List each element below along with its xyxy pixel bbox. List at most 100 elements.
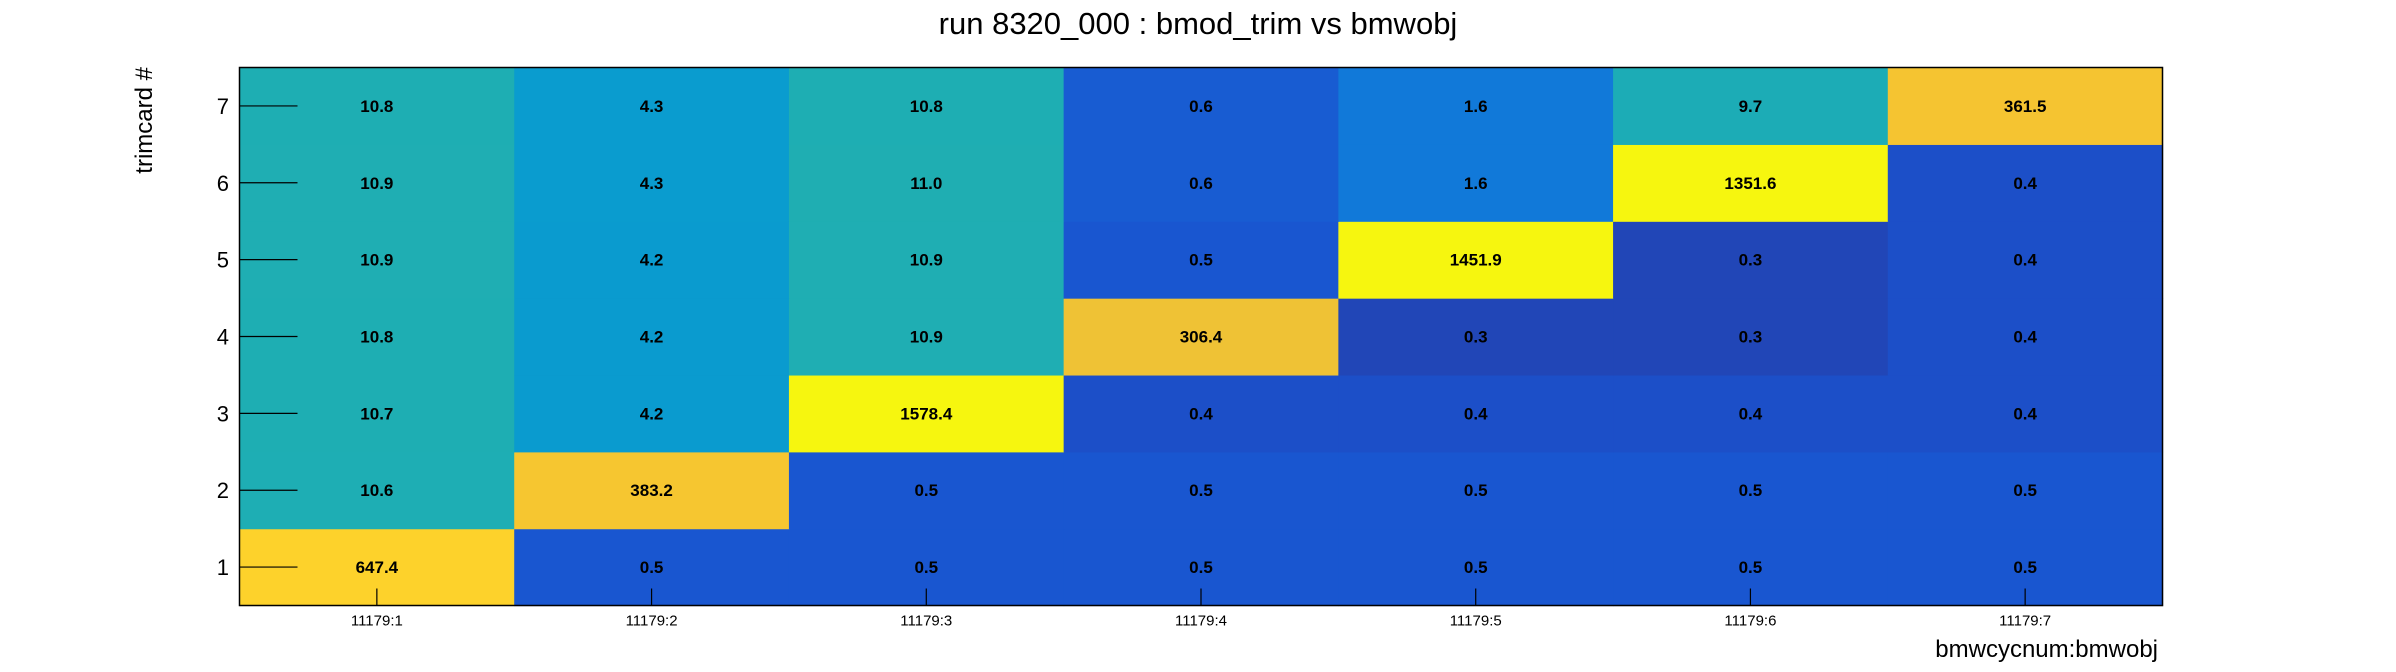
cell-value-label: 4.3 bbox=[640, 174, 664, 193]
x-tick-label: 11179:5 bbox=[1450, 613, 1502, 630]
heatmap-cell bbox=[1063, 298, 1339, 376]
heatmap-cell bbox=[514, 144, 790, 222]
cell-value-label: 1451.9 bbox=[1450, 251, 1502, 270]
heatmap-cell bbox=[788, 144, 1065, 222]
heatmap-cell bbox=[514, 374, 790, 453]
y-tick-label: 5 bbox=[217, 248, 229, 273]
cell-value-label: 0.5 bbox=[2013, 558, 2037, 577]
cell-value-label: 0.5 bbox=[2013, 481, 2037, 500]
cell-value-label: 0.5 bbox=[1189, 481, 1213, 500]
cell-value-label: 0.5 bbox=[1739, 558, 1763, 577]
cell-value-label: 647.4 bbox=[356, 558, 399, 577]
cell-value-label: 1.6 bbox=[1464, 97, 1488, 116]
cell-value-label: 0.3 bbox=[1464, 328, 1488, 347]
x-tick-label: 11179:2 bbox=[626, 613, 678, 630]
cell-value-label: 0.5 bbox=[1464, 481, 1488, 500]
cell-value-label: 0.4 bbox=[2013, 404, 2037, 423]
heatmap-cell bbox=[788, 451, 1065, 530]
heatmap-cell bbox=[1338, 374, 1614, 453]
cell-value-label: 1.6 bbox=[1464, 174, 1488, 193]
heatmap-cell bbox=[1613, 67, 1889, 145]
heatmap-cell bbox=[1887, 374, 2164, 453]
cell-value-label: 0.5 bbox=[1189, 251, 1213, 270]
cell-value-label: 0.4 bbox=[1189, 404, 1213, 423]
cell-value-label: 10.9 bbox=[910, 328, 943, 347]
heatmap-cell bbox=[1338, 67, 1614, 145]
heatmap-cell bbox=[788, 67, 1065, 145]
cell-value-label: 10.8 bbox=[360, 97, 393, 116]
cell-value-label: 10.9 bbox=[360, 174, 393, 193]
cell-value-label: 383.2 bbox=[630, 481, 673, 500]
cell-value-label: 0.4 bbox=[2013, 174, 2037, 193]
heatmap-cell bbox=[1613, 144, 1889, 222]
x-axis: 11179:1 11179:2 11179:3 11179:4 11179:5 11179… bbox=[351, 588, 2051, 630]
heatmap-cell bbox=[514, 298, 790, 376]
heatmap-cell bbox=[1887, 221, 2164, 299]
cell-value-label: 0.3 bbox=[1739, 251, 1763, 270]
cell-value-label: 0.4 bbox=[1464, 404, 1488, 423]
x-tick-label: 11179:6 bbox=[1724, 613, 1776, 630]
x-axis-title: bmwcycnum:bmwobj bbox=[1935, 636, 2158, 663]
y-tick-label: 6 bbox=[217, 171, 229, 196]
y-axis-title: trimcard # bbox=[131, 66, 158, 173]
heatmap-cell bbox=[514, 67, 790, 145]
cell-value-label: 0.4 bbox=[1739, 404, 1763, 423]
heatmap-cell bbox=[1887, 67, 2164, 145]
cell-value-label: 1351.6 bbox=[1724, 174, 1776, 193]
cell-value-label: 0.6 bbox=[1189, 174, 1213, 193]
cell-value-label: 4.2 bbox=[640, 251, 664, 270]
cell-value-labels: 647.4 0.5 0.5 0.5 0.5 0.5 0.5 10.6 383.2 0.5 0.5 0.… bbox=[356, 97, 2047, 577]
cell-value-label: 0.6 bbox=[1189, 97, 1213, 116]
cell-value-label: 0.4 bbox=[2013, 328, 2037, 347]
heatmap-cell bbox=[1338, 144, 1614, 222]
chart-title: run 8320_000 : bmod_trim vs bmwobj bbox=[939, 6, 1458, 41]
cell-value-label: 9.7 bbox=[1739, 97, 1763, 116]
heatmap-cell bbox=[1063, 221, 1339, 299]
x-tick-label: 11179:4 bbox=[1175, 613, 1227, 630]
cell-value-label: 10.9 bbox=[910, 251, 943, 270]
cell-value-label: 1578.4 bbox=[900, 404, 953, 423]
heatmap-cell bbox=[1613, 298, 1889, 376]
heatmap-cell bbox=[1338, 451, 1614, 530]
y-tick-label: 1 bbox=[217, 555, 229, 580]
heatmap-cell bbox=[1613, 374, 1889, 453]
cell-value-label: 4.2 bbox=[640, 328, 664, 347]
cell-value-label: 0.5 bbox=[640, 558, 664, 577]
cell-value-label: 4.3 bbox=[640, 97, 664, 116]
cell-value-label: 10.9 bbox=[360, 251, 393, 270]
heatmap-cells bbox=[239, 67, 2164, 607]
y-tick-label: 4 bbox=[217, 325, 229, 350]
heatmap-cell bbox=[788, 221, 1065, 299]
cell-value-label: 361.5 bbox=[2004, 97, 2047, 116]
y-tick-label: 2 bbox=[217, 478, 229, 503]
cell-value-label: 0.3 bbox=[1739, 328, 1763, 347]
heatmap-cell bbox=[1063, 374, 1339, 453]
heatmap-cell bbox=[1887, 298, 2164, 376]
plot-frame bbox=[238, 66, 2164, 607]
y-axis: 1 2 3 4 5 6 7 bbox=[217, 94, 298, 580]
heatmap-cell bbox=[1887, 144, 2164, 222]
cell-value-label: 0.5 bbox=[1189, 558, 1213, 577]
cell-value-label: 10.8 bbox=[910, 97, 943, 116]
cell-value-label: 0.5 bbox=[914, 558, 938, 577]
heatmap-cell bbox=[1063, 67, 1339, 145]
cell-value-label: 11.0 bbox=[910, 174, 942, 193]
cell-value-label: 0.4 bbox=[2013, 251, 2037, 270]
heatmap-cell bbox=[1887, 451, 2164, 530]
heatmap-cell bbox=[1613, 221, 1889, 299]
heatmap-cell bbox=[1063, 144, 1339, 222]
cell-value-label: 306.4 bbox=[1180, 328, 1223, 347]
heatmap-cell bbox=[1613, 451, 1889, 530]
heatmap-cell bbox=[1063, 451, 1339, 530]
cell-value-label: 10.6 bbox=[360, 481, 393, 500]
heatmap-cell bbox=[514, 451, 790, 530]
heatmap-cell bbox=[1338, 298, 1614, 376]
heatmap-cell bbox=[788, 298, 1065, 376]
y-tick-label: 7 bbox=[217, 94, 229, 119]
y-tick-label: 3 bbox=[217, 401, 229, 426]
heatmap-cell bbox=[788, 374, 1065, 453]
x-tick-label: 11179:3 bbox=[900, 613, 952, 630]
x-tick-label: 11179:7 bbox=[1999, 613, 2051, 630]
cell-value-label: 0.5 bbox=[1464, 558, 1488, 577]
